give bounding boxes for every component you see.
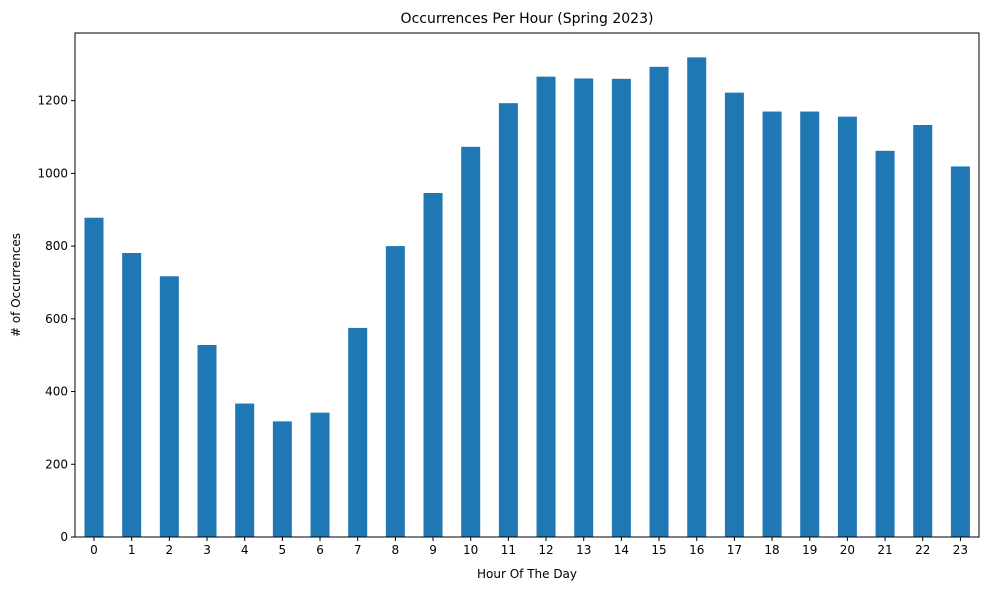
x-tick-label: 21	[877, 543, 892, 557]
bar-series	[84, 57, 970, 538]
x-tick-label: 9	[429, 543, 437, 557]
bar-hour-3	[197, 345, 217, 537]
x-tick-label: 20	[840, 543, 855, 557]
bar-hour-9	[423, 193, 443, 537]
x-tick-label: 22	[915, 543, 930, 557]
bar-hour-2	[159, 276, 179, 537]
bar-hour-4	[235, 403, 255, 537]
bar-hour-22	[913, 125, 933, 537]
y-axis-label: # of Occurrences	[9, 233, 23, 337]
plot-frame	[74, 32, 980, 538]
bar-hour-14	[611, 78, 631, 537]
bar-hour-8	[385, 246, 405, 537]
x-tick-label: 10	[463, 543, 478, 557]
x-tick-label: 15	[651, 543, 666, 557]
y-axis-ticks: 0 200 400 600 800 1000 1200	[37, 94, 75, 544]
x-tick-label: 4	[241, 543, 249, 557]
bar-hour-12	[536, 76, 556, 537]
x-tick-label: 8	[392, 543, 400, 557]
bar-hour-19	[800, 111, 820, 538]
y-tick-label: 0	[60, 530, 68, 544]
x-tick-label: 5	[279, 543, 287, 557]
x-tick-label: 17	[727, 543, 742, 557]
x-tick-label: 23	[953, 543, 968, 557]
x-tick-label: 0	[90, 543, 98, 557]
x-tick-label: 2	[166, 543, 174, 557]
y-tick-label: 1200	[37, 94, 68, 108]
x-tick-label: 18	[764, 543, 779, 557]
x-tick-label: 3	[203, 543, 211, 557]
x-axis-label: Hour Of The Day	[477, 567, 577, 581]
bar-hour-17	[724, 92, 744, 537]
y-tick-label: 800	[45, 239, 68, 253]
bar-hour-16	[687, 57, 707, 538]
bar-hour-18	[762, 111, 782, 538]
x-tick-label: 13	[576, 543, 591, 557]
bar-hour-15	[649, 66, 669, 537]
x-tick-label: 6	[316, 543, 324, 557]
x-tick-label: 7	[354, 543, 362, 557]
y-tick-label: 1000	[37, 166, 68, 180]
bar-hour-5	[272, 421, 292, 537]
bar-hour-13	[574, 78, 594, 537]
bar-hour-7	[348, 327, 368, 537]
bar-hour-1	[122, 253, 142, 537]
bar-hour-23	[950, 166, 970, 537]
x-tick-label: 1	[128, 543, 136, 557]
bar-hour-21	[875, 150, 895, 537]
x-tick-label: 14	[614, 543, 629, 557]
x-tick-label: 12	[538, 543, 553, 557]
x-tick-label: 16	[689, 543, 704, 557]
bar-hour-20	[837, 116, 857, 537]
chart-title: Occurrences Per Hour (Spring 2023)	[401, 11, 654, 27]
x-tick-label: 19	[802, 543, 817, 557]
bar-hour-0	[84, 217, 104, 538]
y-tick-label: 200	[45, 457, 68, 471]
bar-hour-6	[310, 412, 330, 537]
x-tick-label: 11	[501, 543, 516, 557]
y-tick-label: 400	[45, 385, 68, 399]
x-axis-ticks: 0 1 2 3 4 5 6 7 8 9 10 11 12 13 14 15 16 17 18 19 20 21 22 23	[90, 537, 968, 557]
y-tick-label: 600	[45, 312, 68, 326]
bar-hour-11	[498, 103, 518, 538]
bar-hour-10	[461, 146, 481, 537]
